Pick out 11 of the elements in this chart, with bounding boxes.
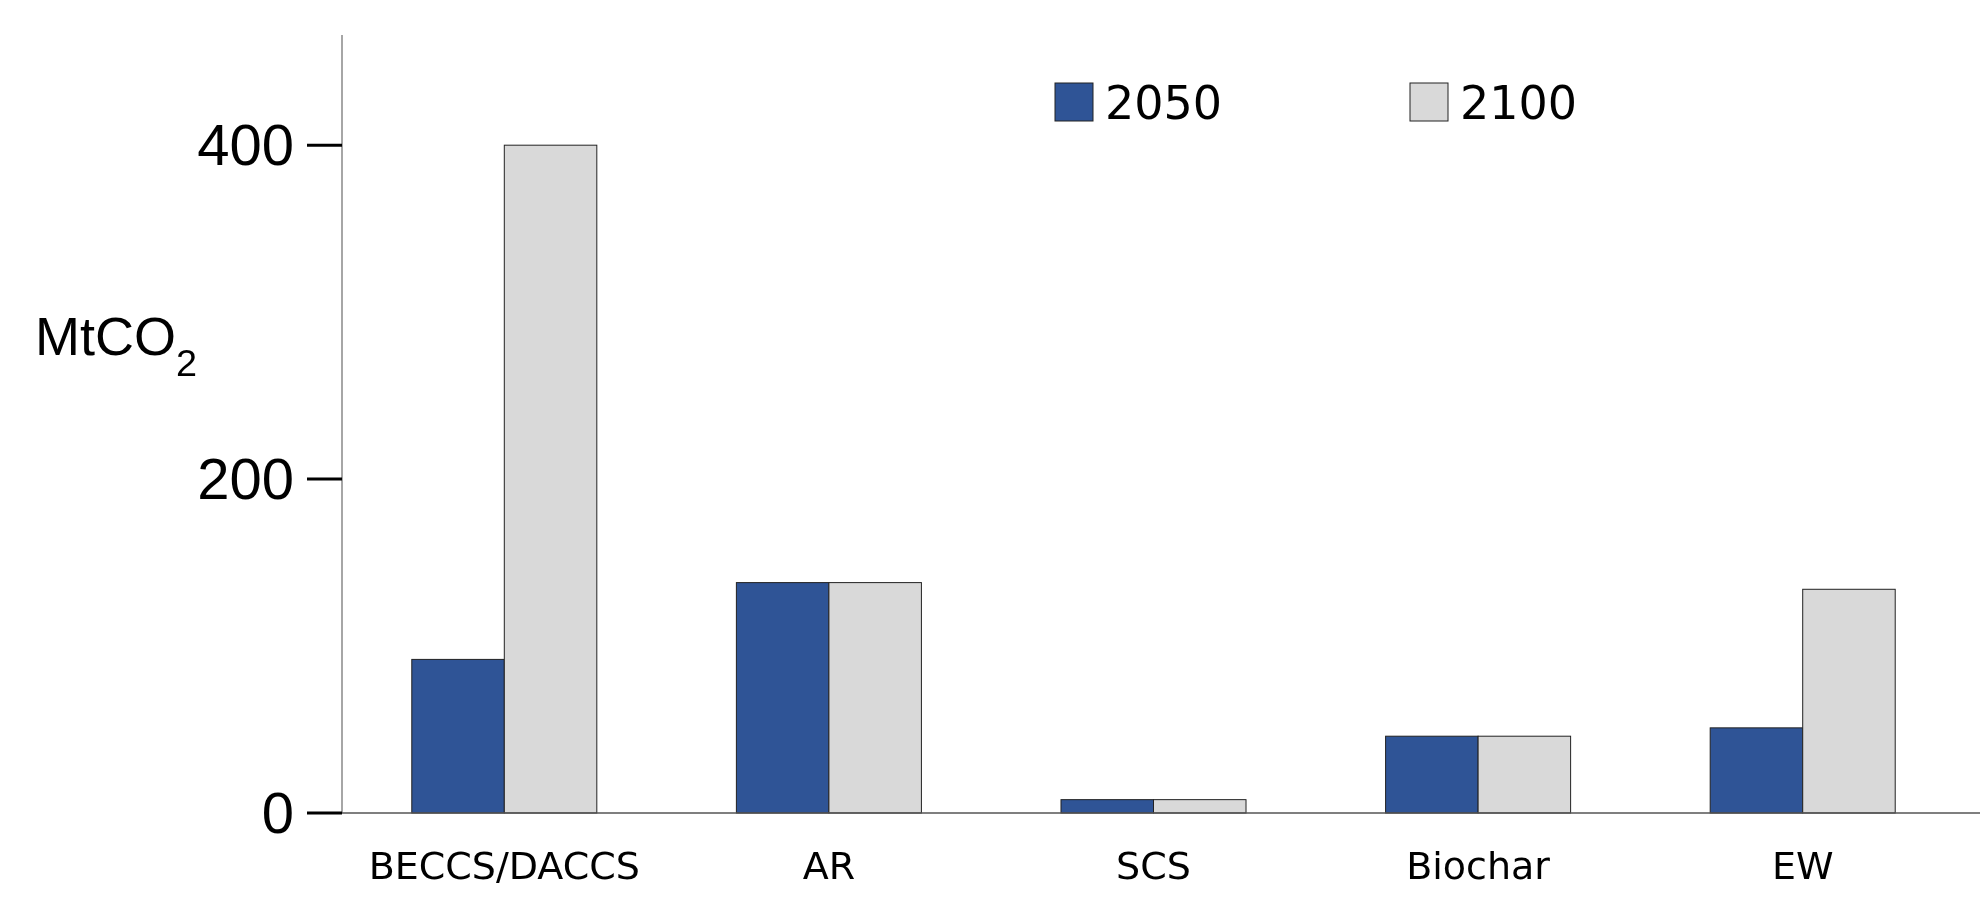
y-axis-title: MtCO$_{2}$	[35, 306, 198, 384]
x-tick-label: EW	[1771, 844, 1834, 888]
y-tick-label: 400	[197, 112, 294, 178]
y-tick-label: 200	[197, 446, 294, 512]
x-tick-label: AR	[802, 844, 856, 888]
legend-label: 2100	[1460, 76, 1578, 131]
x-tick-label: Biochar	[1406, 844, 1551, 888]
x-tick-label: SCS	[1116, 844, 1191, 888]
legend-label: 2050	[1105, 76, 1223, 131]
y-tick-label: 0	[261, 780, 294, 846]
x-tick-label: BECCS/DACCS	[368, 844, 640, 888]
